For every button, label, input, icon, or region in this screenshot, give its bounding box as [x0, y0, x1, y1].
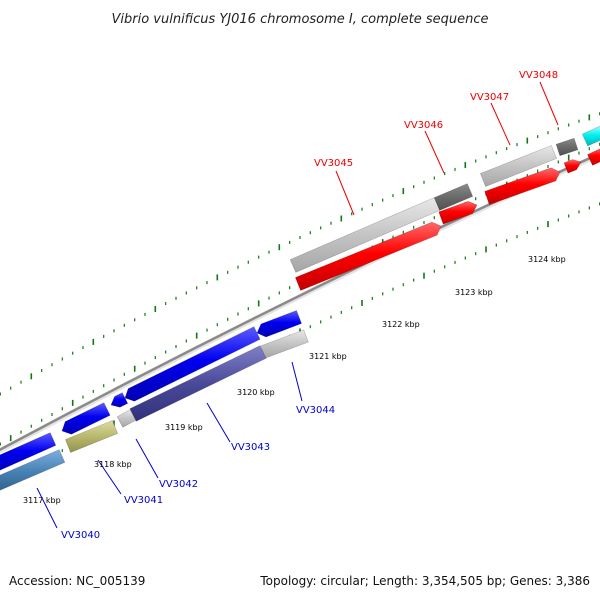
gene-feature-blue-small[interactable] — [110, 392, 129, 408]
gene-feature-blue-vv3044[interactable] — [256, 310, 302, 338]
scale-label-3121: 3121 kbp — [309, 352, 347, 361]
map-title: Vibrio vulnificus YJ016 chromosome I, co… — [111, 12, 488, 27]
gene-feature-dark-2[interactable] — [555, 137, 579, 157]
gene-feature-red-vv3048[interactable] — [563, 159, 582, 174]
gene-feature-dark-1[interactable] — [433, 183, 474, 211]
gene-label-vv3047[interactable]: VV3047 — [470, 92, 509, 103]
gene-feature-blue-vv3043[interactable] — [124, 326, 261, 402]
scale-label-3123: 3123 kbp — [455, 288, 493, 297]
callout-line-vv3046 — [424, 130, 445, 174]
topology-text: Topology: circular; Length: 3,354,505 bp… — [259, 574, 590, 588]
reverse-callouts — [36, 361, 303, 529]
gene-label-vv3044[interactable]: VV3044 — [296, 405, 335, 416]
scale-label-3120: 3120 kbp — [237, 388, 275, 397]
scale-label-3124: 3124 kbp — [528, 255, 566, 264]
gene-feature-gray-2[interactable] — [480, 145, 557, 187]
gene-feature-gray-3[interactable] — [260, 329, 309, 359]
callout-line-vv3047 — [490, 102, 511, 146]
callout-line-vv3044 — [291, 361, 303, 402]
scale-label-3117: 3117 kbp — [23, 496, 61, 505]
forward-callouts — [335, 81, 559, 216]
gene-feature-cyan[interactable] — [581, 125, 600, 147]
gene-feature-slate[interactable] — [129, 345, 267, 422]
gene-feature-blue-vv3041[interactable] — [61, 402, 111, 435]
gene-label-vv3042[interactable]: VV3042 — [159, 479, 198, 490]
gene-feature-olive[interactable] — [65, 420, 118, 453]
callout-line-vv3042 — [135, 438, 159, 479]
gene-feature-red-vv3046[interactable] — [438, 200, 478, 225]
gene-feature-gray-4[interactable] — [116, 409, 137, 428]
gene-feature-gray-1[interactable] — [289, 197, 441, 273]
gene-feature-steel[interactable] — [0, 449, 66, 494]
gene-label-vv3046[interactable]: VV3046 — [404, 120, 443, 131]
callout-line-vv3043 — [206, 402, 231, 443]
callout-line-vv3040 — [36, 487, 58, 529]
gene-label-vv3043[interactable]: VV3043 — [231, 442, 270, 453]
gene-feature-blue-vv3040[interactable] — [0, 432, 57, 474]
gene-label-vv3040[interactable]: VV3040 — [61, 530, 100, 541]
scale-label-3119: 3119 kbp — [165, 423, 203, 432]
scale-label-3122: 3122 kbp — [382, 320, 420, 329]
gene-label-vv3045[interactable]: VV3045 — [314, 158, 353, 169]
gene-feature-red-vv3047[interactable] — [484, 167, 561, 205]
scale-label-3118: 3118 kbp — [94, 460, 132, 469]
callout-line-vv3041 — [97, 459, 122, 495]
gene-feature-red-edge[interactable] — [587, 148, 600, 166]
gene-features — [0, 125, 600, 494]
gene-label-vv3041[interactable]: VV3041 — [124, 495, 163, 506]
gene-feature-red-vv3045[interactable] — [295, 221, 442, 291]
gene-label-vv3048[interactable]: VV3048 — [519, 70, 558, 81]
callout-line-vv3048 — [539, 81, 559, 126]
accession-text: Accession: NC_005139 — [9, 574, 145, 588]
callout-line-vv3045 — [335, 170, 355, 216]
